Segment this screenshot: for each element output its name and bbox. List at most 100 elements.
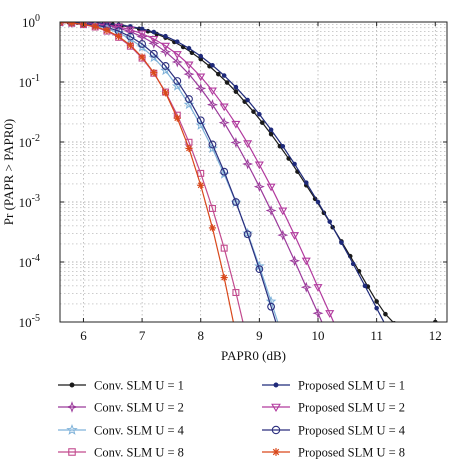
series-7	[60, 22, 244, 322]
data-point	[253, 181, 265, 193]
data-point	[277, 229, 289, 241]
data-point	[198, 53, 204, 59]
data-point	[207, 142, 218, 154]
data-point	[312, 307, 324, 319]
data-point	[231, 198, 240, 206]
data-point	[208, 204, 216, 212]
data-point	[232, 289, 240, 297]
plot-frame	[59, 21, 448, 323]
legend-marker	[68, 448, 76, 456]
data-point	[220, 274, 228, 282]
series-line	[60, 22, 234, 322]
data-point	[224, 80, 230, 85]
data-point	[196, 73, 206, 82]
data-point	[138, 40, 147, 48]
data-point	[313, 284, 323, 292]
y-tick-label: 10-5	[19, 313, 40, 330]
series-line	[60, 22, 277, 322]
data-point	[243, 230, 252, 239]
series-8	[60, 22, 234, 322]
legend-item: Proposed SLM U = 1	[262, 379, 405, 393]
legend-item: Proposed SLM U = 4	[262, 424, 406, 438]
data-point	[290, 232, 300, 240]
data-point	[289, 255, 301, 267]
data-point	[114, 23, 124, 32]
data-point	[148, 37, 160, 49]
data-point	[207, 87, 217, 96]
data-point	[230, 137, 242, 149]
data-point	[410, 336, 414, 340]
data-point	[173, 77, 182, 85]
legend-item: Conv. SLM U = 4	[58, 424, 185, 438]
data-point	[325, 310, 335, 318]
grid	[60, 21, 447, 323]
data-point	[197, 169, 205, 177]
series-line	[60, 22, 335, 322]
data-point	[206, 99, 218, 111]
data-point	[233, 89, 239, 94]
data-point	[251, 109, 256, 114]
data-point	[279, 333, 287, 341]
data-point	[303, 180, 309, 185]
data-point	[115, 32, 123, 40]
data-point	[161, 42, 171, 51]
x-tick-label: 7	[139, 328, 146, 343]
data-point	[428, 349, 432, 353]
data-point	[186, 45, 192, 51]
legend-marker	[69, 382, 75, 388]
data-point	[374, 299, 379, 304]
x-tick-label: 12	[429, 328, 442, 343]
data-point	[91, 22, 99, 31]
data-point	[195, 82, 207, 94]
y-tick-label: 10-3	[19, 193, 40, 210]
data-point	[149, 35, 159, 44]
data-point	[231, 120, 241, 129]
data-point	[254, 161, 264, 170]
data-point	[195, 119, 207, 130]
x-tick-label: 11	[370, 328, 383, 343]
series-1	[60, 22, 438, 353]
data-point	[216, 71, 221, 77]
legend-marker	[66, 401, 78, 413]
legend-label: Proposed SLM U = 1	[298, 379, 405, 393]
legend-item: Conv. SLM U = 1	[58, 379, 184, 393]
legend-item: Proposed SLM U = 2	[262, 401, 405, 415]
legend-label: Proposed SLM U = 8	[298, 446, 405, 460]
data-point	[210, 62, 215, 68]
data-point	[197, 181, 205, 189]
y-axis-label: Pr (PAPR > PAPR0)	[1, 119, 16, 225]
legend: Conv. SLM U = 1 Proposed SLM U = 1 Conv. S…	[58, 379, 406, 460]
data-point	[160, 46, 172, 58]
data-point	[292, 161, 297, 167]
legend-label: Conv. SLM U = 8	[94, 446, 184, 460]
legend-item: Conv. SLM U = 8	[58, 446, 184, 460]
data-point	[301, 257, 311, 266]
data-point	[245, 97, 250, 103]
data-point	[419, 341, 423, 345]
data-point	[398, 351, 402, 355]
y-tick-label: 100	[22, 13, 40, 30]
data-point	[260, 120, 265, 125]
legend-marker	[66, 423, 78, 435]
data-point	[138, 53, 146, 61]
legend-label: Proposed SLM U = 4	[298, 424, 406, 438]
series-5	[60, 22, 287, 341]
plot-series	[60, 22, 438, 355]
data-point	[327, 219, 333, 224]
data-point	[174, 39, 180, 44]
data-point	[339, 240, 344, 245]
data-point	[185, 95, 193, 103]
data-point	[315, 199, 321, 205]
series-line	[60, 22, 279, 322]
data-point	[374, 305, 379, 311]
data-point	[163, 33, 168, 39]
x-tick-label: 8	[197, 328, 204, 343]
data-point	[185, 144, 193, 153]
data-point	[103, 26, 111, 34]
data-point	[183, 68, 195, 80]
data-point	[150, 69, 158, 77]
data-point	[125, 26, 135, 35]
legend-item: Conv. SLM U = 2	[58, 401, 184, 415]
legend-label: Conv. SLM U = 2	[94, 401, 184, 415]
